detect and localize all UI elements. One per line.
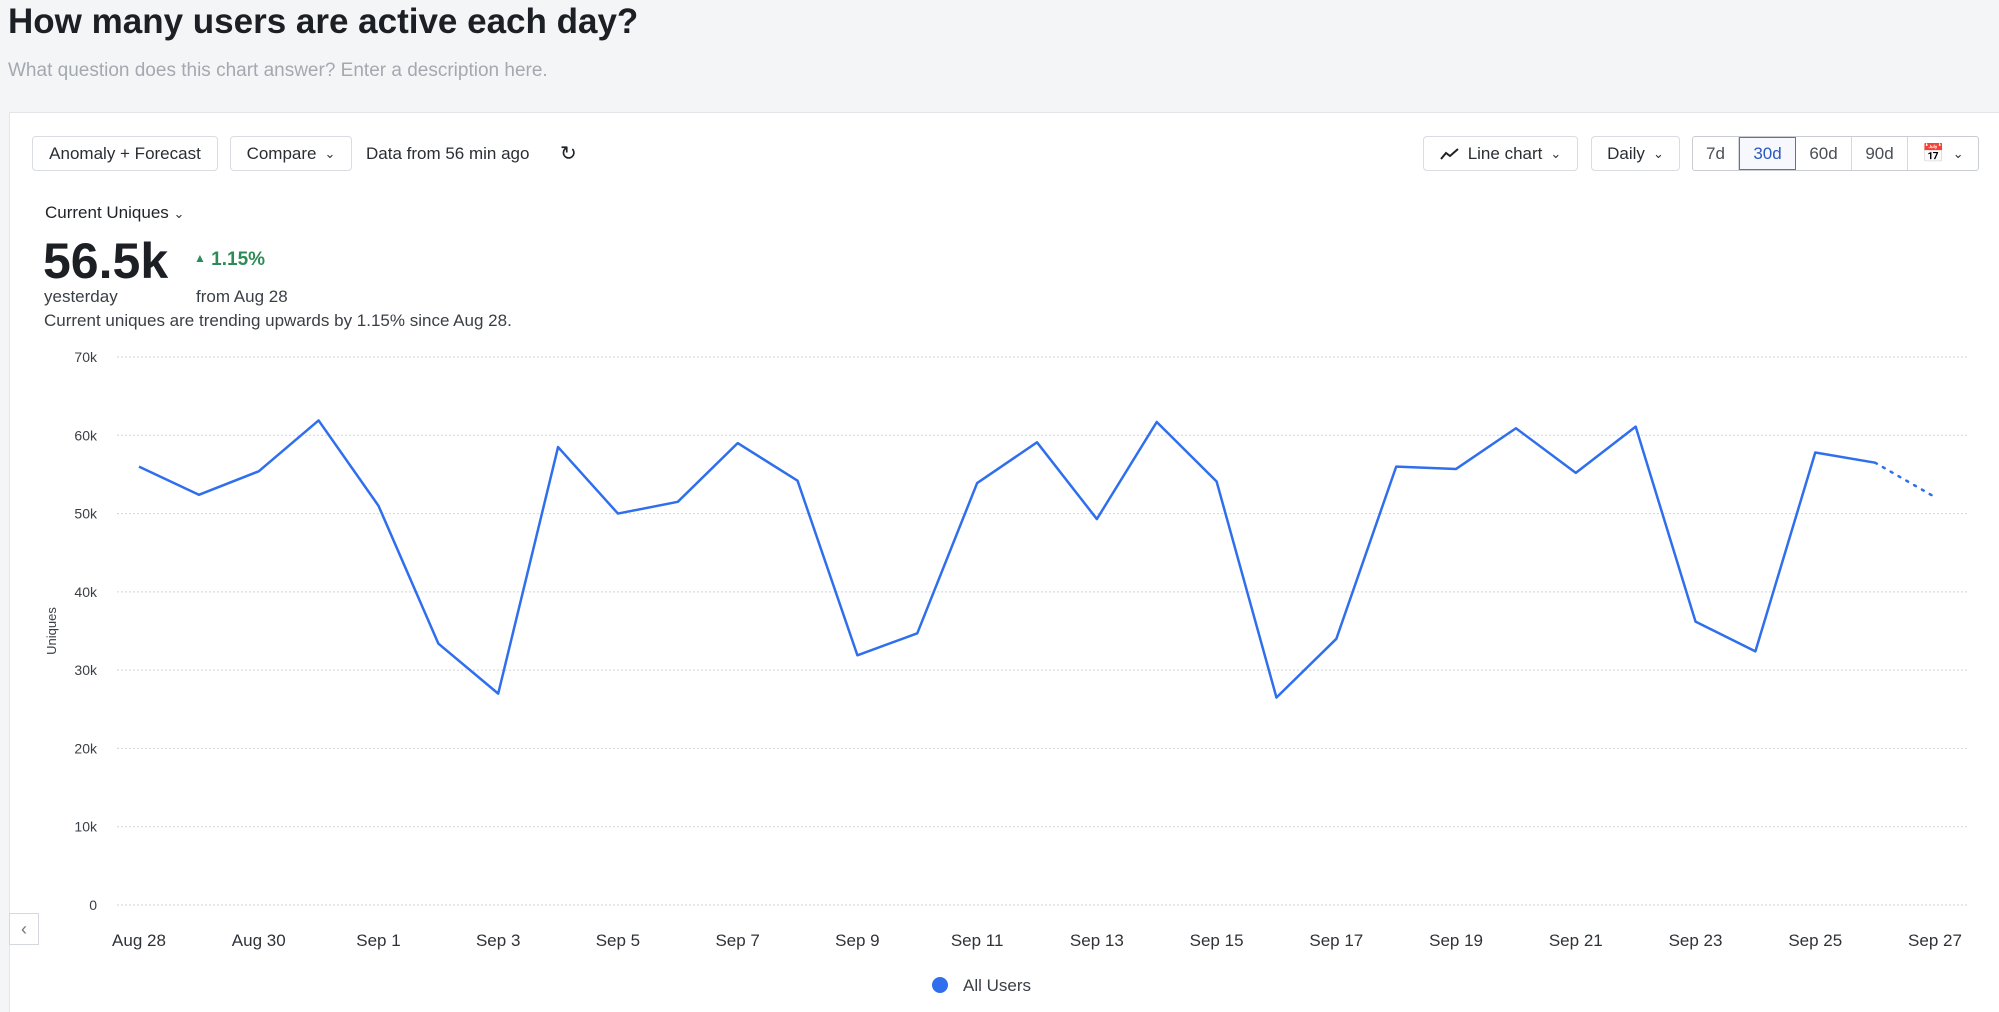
compare-button[interactable]: Compare ⌄ xyxy=(230,136,352,171)
data-point xyxy=(196,492,202,498)
y-tick-label: 40k xyxy=(74,584,98,600)
data-point xyxy=(1513,425,1519,431)
data-point xyxy=(1932,494,1938,500)
chart-type-dropdown[interactable]: Line chart ⌄ xyxy=(1423,136,1578,171)
x-tick-label: Sep 13 xyxy=(1070,931,1124,950)
range-60d[interactable]: 60d xyxy=(1796,137,1852,170)
compare-label: Compare xyxy=(246,143,317,163)
data-point xyxy=(974,480,980,486)
range-90d[interactable]: 90d xyxy=(1852,137,1908,170)
data-point xyxy=(1872,460,1878,466)
x-tick-label: Aug 28 xyxy=(112,931,166,950)
y-tick-label: 20k xyxy=(74,740,98,756)
data-point xyxy=(555,444,561,450)
data-point xyxy=(914,630,920,636)
interval-label: Daily xyxy=(1607,143,1645,163)
data-point xyxy=(735,440,741,446)
data-point xyxy=(854,652,860,658)
data-point xyxy=(1633,424,1639,430)
data-point xyxy=(435,641,441,647)
y-tick-label: 60k xyxy=(74,427,98,443)
trend-description: Current uniques are trending upwards by … xyxy=(44,311,512,330)
data-point xyxy=(1094,516,1100,522)
data-point xyxy=(495,691,501,697)
metric-selector[interactable]: Current Uniques ⌄ xyxy=(45,203,184,223)
chart-card xyxy=(9,112,1999,1012)
x-tick-label: Sep 19 xyxy=(1429,931,1483,950)
chevron-down-icon: ⌄ xyxy=(1652,145,1664,161)
metric-label: Current Uniques xyxy=(45,203,169,222)
data-point xyxy=(316,417,322,423)
y-tick-label: 30k xyxy=(74,662,98,678)
chart-type-label: Line chart xyxy=(1467,143,1543,163)
anomaly-forecast-label: Anomaly + Forecast xyxy=(49,143,201,163)
anomaly-forecast-button[interactable]: Anomaly + Forecast xyxy=(32,136,218,171)
data-point xyxy=(1333,636,1339,642)
x-tick-label: Sep 21 xyxy=(1549,931,1603,950)
data-point xyxy=(1214,478,1220,484)
x-tick-label: Sep 15 xyxy=(1190,931,1244,950)
change-value: 1.15% xyxy=(211,249,266,270)
x-tick-label: Sep 27 xyxy=(1908,931,1962,950)
chevron-down-icon: ⌄ xyxy=(1550,145,1562,161)
range-7d[interactable]: 7d xyxy=(1693,137,1739,170)
calendar-icon: 📅 xyxy=(1922,143,1945,163)
data-point xyxy=(136,464,142,470)
refresh-icon[interactable]: ↻ xyxy=(560,143,577,165)
range-30d[interactable]: 30d xyxy=(1739,137,1796,170)
line-chart-icon xyxy=(1439,147,1459,160)
legend-label[interactable]: All Users xyxy=(963,976,1031,995)
y-tick-label: 10k xyxy=(74,819,98,835)
interval-dropdown[interactable]: Daily ⌄ xyxy=(1591,136,1680,171)
value-caption: yesterday xyxy=(44,287,118,306)
x-tick-label: Sep 5 xyxy=(596,931,640,950)
x-tick-label: Aug 30 xyxy=(232,931,286,950)
date-range-selector: 7d 30d 60d 90d 📅 ⌄ xyxy=(1692,136,1979,171)
data-point xyxy=(675,499,681,505)
data-point xyxy=(1752,648,1758,654)
data-point xyxy=(1154,419,1160,425)
x-tick-label: Sep 1 xyxy=(356,931,400,950)
description-input[interactable]: What question does this chart answer? En… xyxy=(8,60,548,81)
x-tick-label: Sep 9 xyxy=(835,931,879,950)
change-caption: from Aug 28 xyxy=(196,287,288,306)
data-freshness: Data from 56 min ago xyxy=(366,144,530,163)
chevron-down-icon: ⌄ xyxy=(324,145,336,161)
data-point xyxy=(795,478,801,484)
series-line-all-users xyxy=(138,419,1876,699)
legend-marker xyxy=(932,977,948,993)
triangle-up-icon: ▲ xyxy=(194,251,206,265)
x-tick-label: Sep 23 xyxy=(1669,931,1723,950)
data-point xyxy=(1693,619,1699,625)
y-tick-label: 70k xyxy=(74,349,98,365)
forecast-line-all-users xyxy=(1873,461,1937,499)
data-point xyxy=(1273,695,1279,701)
data-point xyxy=(615,511,621,517)
x-tick-label: Sep 17 xyxy=(1309,931,1363,950)
data-point xyxy=(1034,439,1040,445)
x-tick-label: Sep 7 xyxy=(715,931,759,950)
metric-value: 56.5k xyxy=(43,233,169,289)
y-tick-label: 0 xyxy=(89,897,97,913)
chevron-down-icon: ⌄ xyxy=(173,206,185,221)
x-tick-label: Sep 11 xyxy=(951,931,1004,950)
data-point xyxy=(256,468,262,474)
data-point xyxy=(1812,450,1818,456)
y-axis-title: Uniques xyxy=(44,607,59,655)
page-title[interactable]: How many users are active each day? xyxy=(8,2,639,41)
data-point xyxy=(1453,466,1459,472)
scroll-left-button[interactable]: ‹ xyxy=(9,913,39,945)
data-point xyxy=(1393,464,1399,470)
data-point xyxy=(1573,470,1579,476)
metric-change: ▲ 1.15% xyxy=(194,249,265,271)
x-tick-label: Sep 3 xyxy=(476,931,520,950)
y-tick-label: 50k xyxy=(74,506,98,522)
data-point xyxy=(375,503,381,509)
x-tick-label: Sep 25 xyxy=(1788,931,1842,950)
chevron-down-icon: ⌄ xyxy=(1952,145,1964,161)
custom-date-button[interactable]: 📅 ⌄ xyxy=(1908,137,1978,170)
